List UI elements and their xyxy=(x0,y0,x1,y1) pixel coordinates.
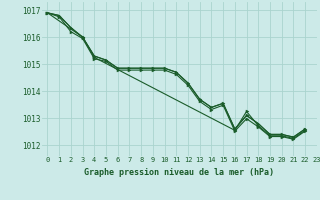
X-axis label: Graphe pression niveau de la mer (hPa): Graphe pression niveau de la mer (hPa) xyxy=(84,168,274,177)
